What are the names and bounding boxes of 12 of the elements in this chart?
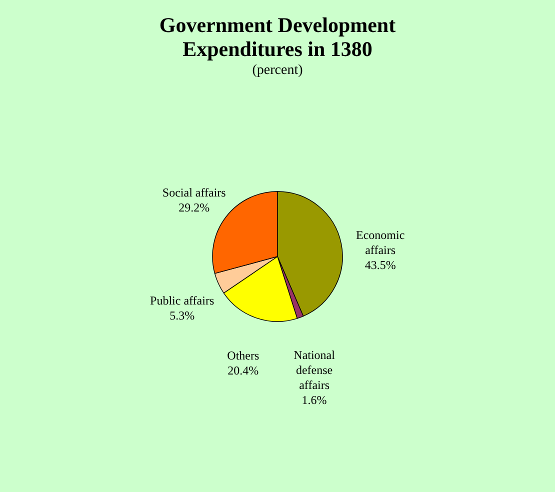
slice-label: Public affairs xyxy=(150,293,214,308)
data-label: 29.2% xyxy=(178,200,210,215)
slice-label: Social affairs xyxy=(162,186,226,200)
data-label: 20.4% xyxy=(228,364,259,378)
slice-label: Others xyxy=(227,348,260,363)
data-label: 43.5% xyxy=(364,258,396,272)
chart-subtitle: (percent) xyxy=(252,63,304,78)
slice-label: National defense affairs xyxy=(294,348,336,392)
chart-title: Government Development Expenditures in 1380 xyxy=(159,13,396,61)
data-label: 1.6% xyxy=(302,392,327,407)
data-label: 5.3% xyxy=(170,308,195,322)
slice-label: Economic affairs xyxy=(356,228,405,258)
